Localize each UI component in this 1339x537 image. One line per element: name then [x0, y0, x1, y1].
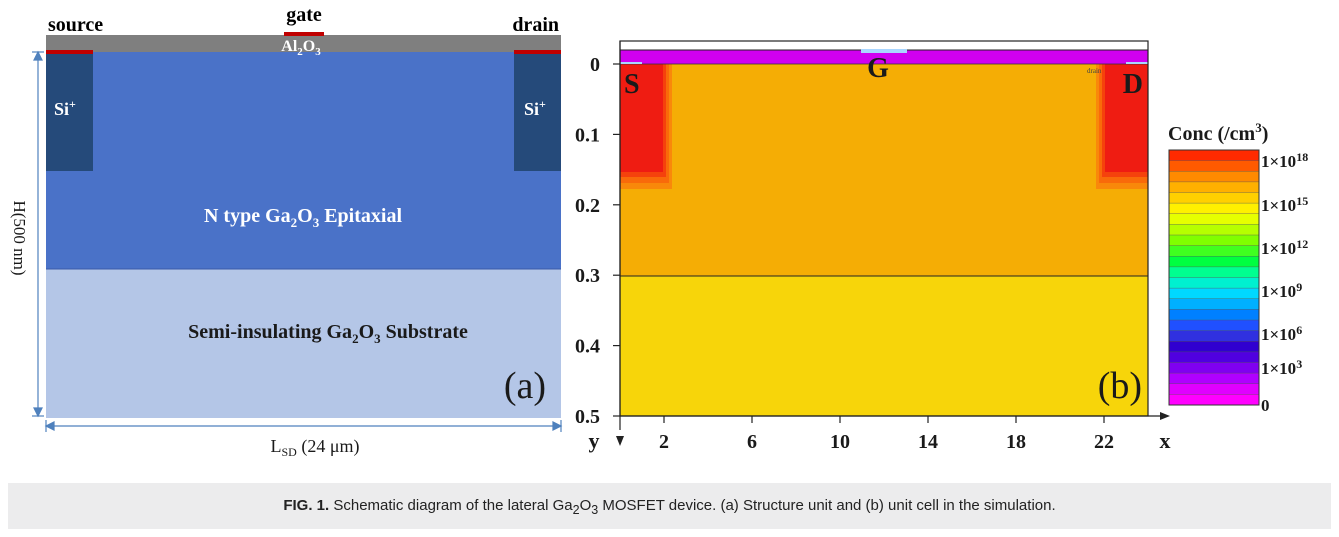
- si-left-label: Si+: [54, 97, 76, 119]
- colorbar-band: [1169, 298, 1259, 310]
- sim-source-contact: [620, 62, 642, 64]
- epi-label: N type Ga2O3 Epitaxial: [204, 205, 402, 230]
- y-axis-label: y: [589, 428, 600, 453]
- height-label: H(500 nm): [10, 200, 29, 275]
- colorbar-band: [1169, 203, 1259, 215]
- colorbar-label: 1×1012: [1261, 237, 1308, 258]
- colorbar-band: [1169, 288, 1259, 300]
- colorbar-band: [1169, 351, 1259, 363]
- panel-a-tag: (a): [504, 365, 546, 407]
- colorbar-label: 1×1015: [1261, 194, 1308, 215]
- drain-label: drain: [512, 14, 559, 36]
- colorbar-band: [1169, 245, 1259, 257]
- oxide-label: Al2O3: [281, 38, 321, 58]
- si-right-label: Si+: [524, 97, 546, 119]
- figure-caption-bar: FIG. 1. Schematic diagram of the lateral…: [8, 483, 1331, 529]
- x-tick-label: 18: [1006, 431, 1026, 453]
- colorbar-band: [1169, 266, 1259, 278]
- length-dimension: [44, 420, 563, 432]
- colorbar-band: [1169, 277, 1259, 289]
- x-axis-label: x: [1160, 428, 1171, 453]
- sim-drain-letter: D: [1123, 69, 1143, 100]
- panel-b-simulation: S G D drain (b) 0 0.1 0.2 0.3 0.4 0.5 y 2 6 10 1…: [575, 40, 1171, 453]
- colorbar-label: 0: [1261, 396, 1270, 415]
- figure-caption: FIG. 1. Schematic diagram of the lateral…: [283, 497, 1056, 517]
- sim-drain-contact: [1126, 62, 1148, 64]
- gate-label: gate: [286, 4, 322, 26]
- sim-source-implant: [620, 64, 672, 189]
- colorbar-band: [1169, 171, 1259, 183]
- y-tick-label: 0.3: [575, 265, 600, 287]
- y-tick-label: 0.1: [575, 124, 600, 146]
- colorbar-band: [1169, 256, 1259, 268]
- panel-b-tag: (b): [1098, 365, 1142, 407]
- substrate-label: Semi-insulating Ga2O3 Substrate: [188, 321, 468, 346]
- colorbar-band: [1169, 309, 1259, 321]
- colorbar-band: [1169, 394, 1259, 406]
- si-source-region: [46, 54, 93, 171]
- length-label: LSD (24 μm): [271, 436, 360, 459]
- sim-gate-letter: G: [867, 53, 889, 84]
- colorbar-label: 1×1018: [1261, 150, 1308, 171]
- sim-drain-implant: [1096, 64, 1148, 189]
- colorbar-band: [1169, 224, 1259, 236]
- colorbar-band: [1169, 160, 1259, 172]
- y-tick-label: 0.5: [575, 406, 600, 428]
- sim-source-letter: S: [624, 69, 640, 100]
- colorbar-band: [1169, 341, 1259, 353]
- colorbar-frame: [1168, 149, 1260, 406]
- x-tick-label: 10: [830, 431, 850, 453]
- substrate-layer: [46, 269, 561, 418]
- colorbar-band: [1169, 181, 1259, 193]
- panel-a-schematic: source gate drain Al2O3 Si+ Si+ N type G…: [10, 4, 563, 459]
- colorbar-label: 1×109: [1261, 280, 1302, 301]
- colorbar-band: [1169, 383, 1259, 395]
- colorbar-band: [1169, 192, 1259, 204]
- x-tick-label: 6: [747, 431, 757, 453]
- epi-layer: [46, 52, 561, 269]
- sim-drain-small-label: drain: [1087, 67, 1102, 75]
- sim-epi-region: [620, 64, 1148, 276]
- x-tick-label: 14: [918, 431, 938, 453]
- x-tick-label: 22: [1094, 431, 1114, 453]
- sim-top-strip: [619, 40, 1149, 51]
- height-dimension: [32, 50, 44, 418]
- sim-oxide-layer: [620, 50, 1148, 64]
- colorbar-band: [1169, 373, 1259, 385]
- drain-contact: [514, 50, 561, 54]
- colorbar: Conc (/cm3) 1×1018 1×1015 1×1012 1×109 1×106…: [1168, 120, 1308, 415]
- colorbar-title: Conc (/cm3): [1168, 120, 1268, 145]
- source-contact: [46, 50, 93, 54]
- colorbar-band: [1169, 320, 1259, 332]
- colorbar-label: 1×106: [1261, 323, 1302, 344]
- y-tick-label: 0: [590, 54, 600, 76]
- x-axis: 2 6 10 14 18 22: [620, 412, 1170, 453]
- source-label: source: [48, 14, 103, 36]
- colorbar-band: [1169, 150, 1259, 162]
- gate-contact: [284, 32, 324, 36]
- colorbar-band: [1169, 362, 1259, 374]
- sim-gate-metal: [861, 49, 907, 53]
- y-tick-label: 0.4: [575, 336, 600, 358]
- colorbar-band: [1169, 235, 1259, 247]
- colorbar-label: 1×103: [1261, 357, 1302, 378]
- si-drain-region: [514, 54, 561, 171]
- figure-label: FIG. 1.: [283, 497, 330, 514]
- y-tick-label: 0.2: [575, 195, 600, 217]
- y-axis: 0 0.1 0.2 0.3 0.4 0.5: [575, 41, 624, 446]
- oxide-layer: [46, 35, 561, 52]
- x-tick-label: 2: [659, 431, 669, 453]
- sim-substrate-region: [620, 276, 1148, 416]
- colorbar-band: [1169, 330, 1259, 342]
- colorbar-band: [1169, 213, 1259, 225]
